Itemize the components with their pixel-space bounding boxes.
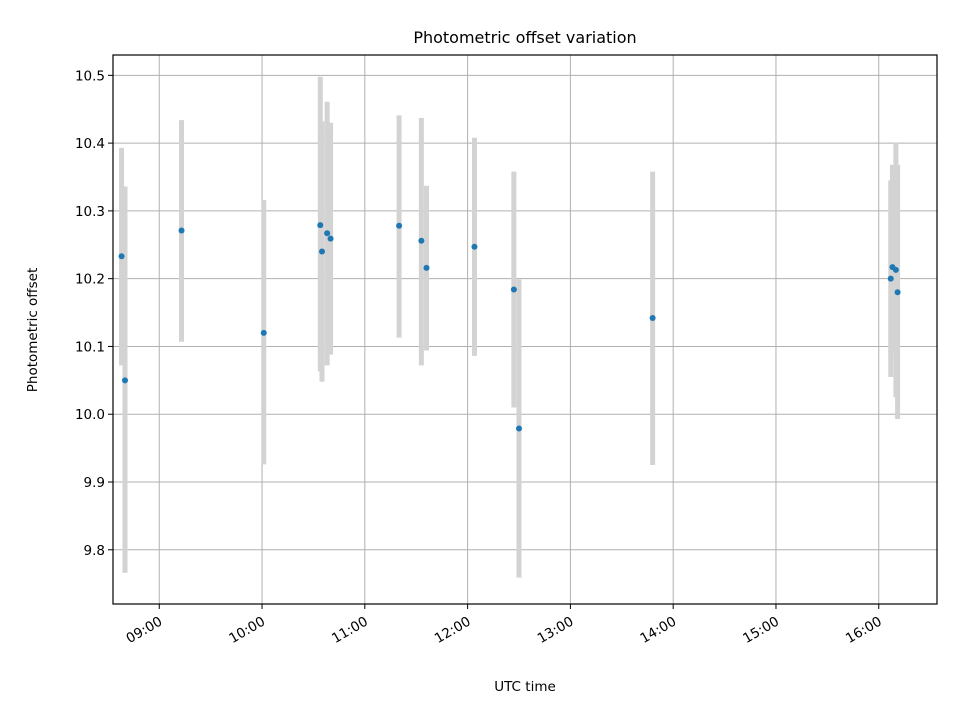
grid-lines — [113, 55, 937, 604]
data-point — [471, 243, 478, 250]
data-points — [118, 222, 901, 432]
data-point — [894, 289, 901, 296]
data-point — [324, 230, 331, 237]
x-axis-ticks: 09:00 10:00 11:00 12:00 13:00 14:00 15:00 16:00 — [124, 604, 885, 647]
y-axis-ticks: 9.8 9.9 10.0 10.1 10.2 10.3 10.4 10.5 — [75, 68, 113, 559]
plot-frame — [112, 54, 938, 605]
data-point — [396, 222, 403, 229]
data-point — [892, 266, 899, 273]
error-bars — [119, 76, 901, 578]
data-point — [649, 314, 656, 321]
data-point — [887, 275, 894, 282]
x-tick-label: 09:00 — [124, 614, 166, 647]
data-point — [327, 235, 334, 242]
data-point — [121, 377, 128, 384]
data-point — [178, 227, 185, 234]
x-tick-label: 15:00 — [740, 614, 782, 647]
y-axis-label: Photometric offset — [25, 268, 41, 392]
chart-title: Photometric offset variation — [413, 28, 636, 47]
data-point — [423, 264, 430, 271]
y-tick-label: 10.2 — [75, 272, 105, 288]
data-point — [516, 425, 523, 432]
x-tick-label: 11:00 — [329, 614, 371, 647]
data-point — [418, 237, 425, 244]
x-tick-label: 14:00 — [637, 614, 679, 647]
x-tick-label: 10:00 — [226, 614, 268, 647]
y-tick-label: 10.0 — [75, 407, 105, 423]
x-tick-label: 16:00 — [843, 614, 885, 647]
y-tick-label: 9.9 — [84, 475, 105, 491]
y-tick-label: 10.3 — [75, 204, 105, 220]
data-point — [317, 222, 324, 229]
data-point — [510, 286, 517, 293]
y-tick-label: 9.8 — [84, 543, 105, 559]
data-point — [260, 329, 267, 336]
y-tick-label: 10.4 — [75, 136, 105, 152]
x-tick-label: 13:00 — [535, 614, 577, 647]
x-tick-label: 12:00 — [432, 614, 474, 647]
y-tick-label: 10.5 — [75, 68, 105, 84]
x-axis-label: UTC time — [494, 679, 556, 695]
data-point — [318, 248, 325, 255]
data-point — [118, 253, 125, 260]
y-tick-label: 10.1 — [75, 339, 105, 355]
